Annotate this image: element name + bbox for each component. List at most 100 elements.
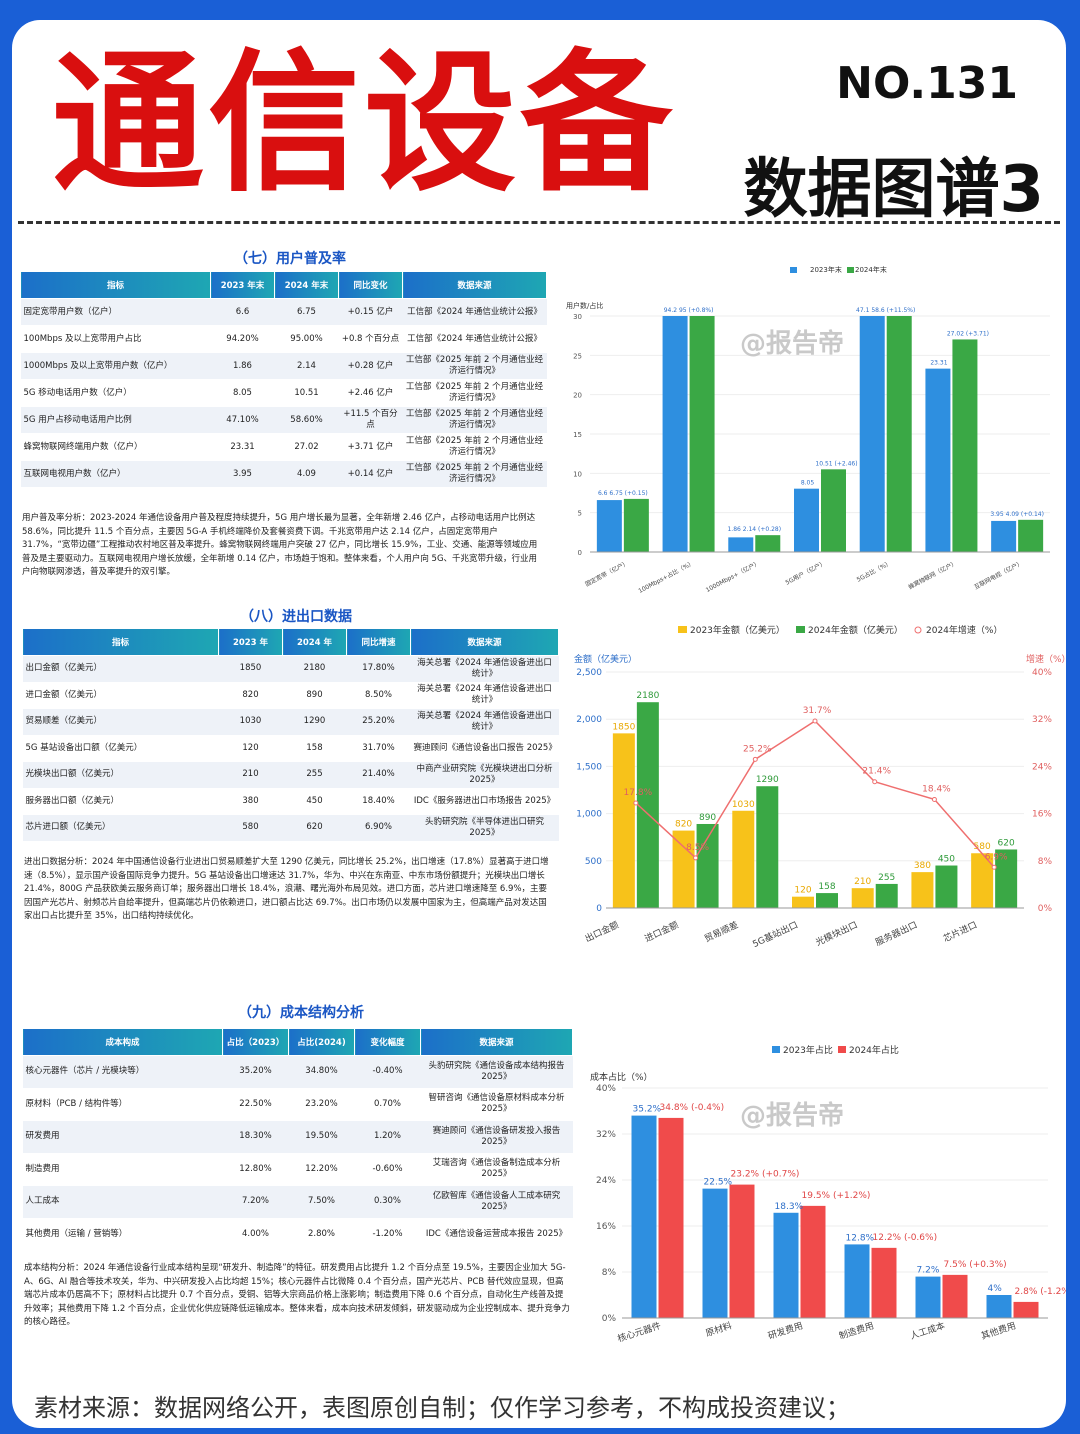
data-label: 47.1 58.6 (+11.5%) xyxy=(856,307,915,314)
y-tick-label: 2,500 xyxy=(576,668,602,678)
x-tick-label: 其他费用 xyxy=(979,1319,1017,1342)
data-label: 8.05 xyxy=(801,480,815,487)
y2-tick-label: 0% xyxy=(1038,904,1053,914)
table-cell: IDC《服务器进出口市场报告 2025》 xyxy=(410,788,559,815)
legend-swatch xyxy=(914,626,922,634)
bar xyxy=(702,1188,728,1318)
y-axis-label: 成本占比（%） xyxy=(590,1071,653,1083)
data-label: 1850 xyxy=(612,722,635,732)
x-tick-label: 5G用户（亿户） xyxy=(784,559,827,587)
y-tick-label: 30 xyxy=(573,313,582,321)
table-cell: 1.20% xyxy=(354,1120,421,1154)
table-cell: 工信部《2024 年通信业统计公报》 xyxy=(402,325,547,353)
growth-point xyxy=(633,800,639,806)
table-cell: 5G 移动电话用户数（亿户） xyxy=(20,379,211,407)
growth-label: 17.8% xyxy=(624,788,653,798)
growth-label: 25.2% xyxy=(743,744,772,754)
data-label: 12.2% (-0.6%) xyxy=(873,1233,938,1243)
legend-2023: 2023年占比 xyxy=(783,1044,833,1056)
table-cell: 蜂窝物联网终端用户数（亿户） xyxy=(20,433,211,461)
x-tick-label: 5G基站出口 xyxy=(751,919,800,950)
data-label: 35.2% xyxy=(633,1105,662,1115)
table-cell: 工信部《2025 年前 2 个月通信业经济运行情况》 xyxy=(402,406,547,434)
y-tick-label: 0% xyxy=(602,1314,617,1324)
bar xyxy=(756,786,779,908)
table-cell: 进口金额（亿美元） xyxy=(22,682,219,709)
legend-2024: 2024年占比 xyxy=(849,1044,899,1056)
footer-disclaimer: 素材来源：数据网络公开，表图原创自制；仅作学习参考，不构成投资建议； xyxy=(34,1394,850,1422)
y-tick-label: 8% xyxy=(602,1268,617,1278)
bar xyxy=(623,498,649,552)
bar xyxy=(658,1117,684,1318)
table-cell: 7.20% xyxy=(222,1185,289,1219)
data-label: 2180 xyxy=(636,691,659,701)
y2-axis-label: 增速（%） xyxy=(1026,653,1066,665)
growth-label: 6.9% xyxy=(985,852,1008,862)
legend-entry: 2024年增速（%） xyxy=(926,624,1002,636)
data-label: 22.5% xyxy=(704,1178,733,1188)
legend-swatch-2023 xyxy=(772,1046,780,1053)
table-cell: 原材料（PCB / 结构件等） xyxy=(22,1088,223,1121)
table-header: 数据来源 xyxy=(410,628,559,656)
issue-number: NO.131 xyxy=(836,58,1018,109)
growth-point xyxy=(752,756,758,762)
chart-user-penetration: 0 5 10 15 20 25 30 用户数/占比 2023年末 2024年末 @报告帝 6.6 6.… xyxy=(566,265,1050,595)
table-cell: 10.51 xyxy=(274,379,339,407)
table-cell: 21.40% xyxy=(346,761,411,789)
data-label: 19.5% (+1.2%) xyxy=(802,1191,871,1201)
table-cell: 19.50% xyxy=(288,1120,355,1154)
table-cell: 34.80% xyxy=(288,1055,355,1089)
subtitle: 数据图谱3 xyxy=(743,153,1044,227)
bar xyxy=(952,339,978,552)
table-cell: 94.20% xyxy=(210,325,275,353)
bar xyxy=(986,1295,1012,1318)
chart-import-export: 0 0% 500 8% 1,000 16% 1,500 24% 2,000 32% 2,500 40%… xyxy=(574,624,1066,950)
y-tick-label: 10 xyxy=(573,470,582,478)
table-cell: 2180 xyxy=(282,655,347,683)
table-cell: 5G 基站设备出口额（亿美元） xyxy=(22,735,219,762)
data-label: 820 xyxy=(675,820,692,830)
legend-2024: 2024年末 xyxy=(855,265,887,274)
section9-table: 成本构成 占比（2023） 占比(2024) 变化幅度 数据来源 核心元器件（芯片 / 光… xyxy=(22,1028,573,1251)
table-header: 占比（2023） xyxy=(222,1028,289,1056)
y2-tick-label: 16% xyxy=(1032,810,1052,820)
growth-point xyxy=(991,864,997,870)
infographic-card: 通信设备 NO.131 数据图谱3 （七）用户普及率 指标 2023 年末 2024… xyxy=(12,20,1066,1428)
table-cell: -1.20% xyxy=(354,1218,421,1251)
table-cell: +3.71 亿户 xyxy=(338,433,403,461)
table-cell: 1030 xyxy=(218,708,283,736)
table-cell: 95.00% xyxy=(274,325,339,353)
table-row: 制造费用 12.80% 12.20% -0.60% 艾瑞咨询《通信设备制造成本分析 20… xyxy=(22,1153,573,1186)
table-cell: +0.14 亿户 xyxy=(338,460,403,488)
table-cell: 工信部《2025 年前 2 个月通信业经济运行情况》 xyxy=(402,379,547,407)
y-tick-label: 16% xyxy=(596,1222,616,1232)
table-cell: 工信部《2024 年通信业统计公报》 xyxy=(402,298,547,326)
data-label: 620 xyxy=(998,838,1015,848)
table-cell: -0.40% xyxy=(354,1055,421,1089)
table-cell: 0.70% xyxy=(354,1088,421,1121)
table-cell: 其他费用（运输 / 营销等） xyxy=(22,1218,223,1251)
table-cell: +0.8 个百分点 xyxy=(338,325,403,353)
table-cell: 120 xyxy=(218,735,283,762)
table-header: 2023 年 xyxy=(218,628,283,656)
table-cell: 海关总署《2024 年通信设备进出口统计》 xyxy=(410,682,559,709)
watermark: @报告帝 xyxy=(740,1100,844,1131)
legend-swatch xyxy=(678,626,687,633)
data-label: 3.95 4.09 (+0.14) xyxy=(990,511,1044,518)
data-label: 890 xyxy=(699,813,716,823)
table-cell: 18.30% xyxy=(222,1120,289,1154)
bar xyxy=(925,368,951,552)
table-cell: 研发费用 xyxy=(22,1120,223,1154)
table-cell: 23.20% xyxy=(288,1088,355,1121)
table-row: 芯片进口额（亿美元） 580 620 6.90% 头豹研究院《半导体进出口研究 2025… xyxy=(22,814,559,842)
table-cell: 27.02 xyxy=(274,433,339,461)
bar xyxy=(662,316,688,552)
growth-label: 21.4% xyxy=(862,767,891,777)
section7-title: （七）用户普及率 xyxy=(234,251,346,267)
section8-title: （八）进出口数据 xyxy=(240,609,352,625)
bar xyxy=(728,537,754,552)
growth-label: 8.5% xyxy=(686,843,709,853)
legend-swatch-2024 xyxy=(847,267,854,273)
table-cell: 620 xyxy=(282,814,347,842)
table-cell: 18.40% xyxy=(346,788,411,815)
